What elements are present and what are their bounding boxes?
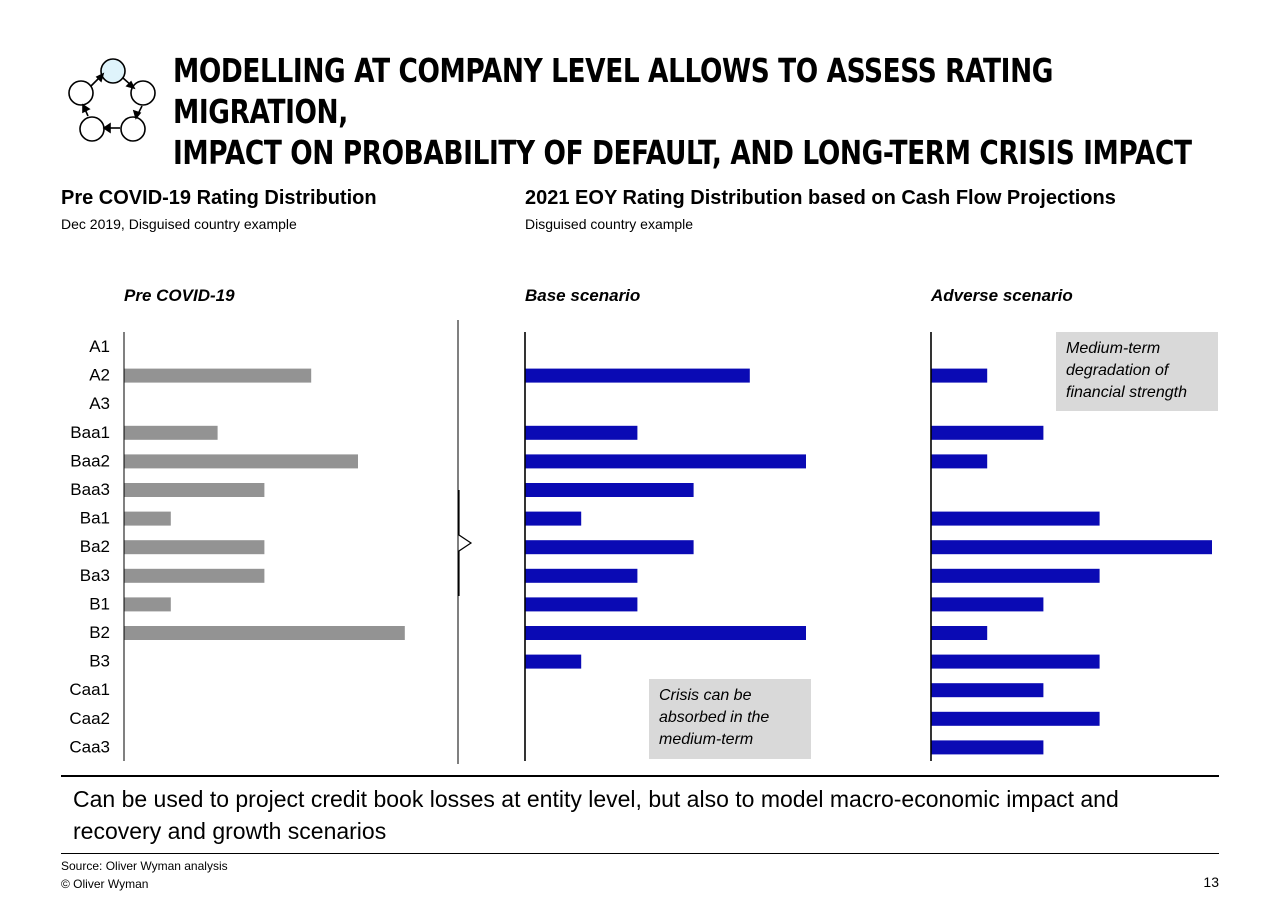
takeaway-text: Can be used to project credit book losse…	[73, 786, 1119, 844]
rating-tick-label: A2	[89, 366, 110, 385]
takeaway-top-rule	[61, 775, 1219, 777]
base-bar-baa1	[525, 425, 638, 440]
divider-chevron	[458, 490, 473, 596]
rating-tick-label: Caa3	[69, 737, 110, 756]
adverse-bar-caa1	[931, 683, 1044, 698]
rating-tick-label: Baa3	[70, 480, 110, 499]
adverse-bar-caa3	[931, 740, 1044, 755]
page-number: 13	[1203, 874, 1219, 890]
adverse-bar-caa2	[931, 711, 1100, 726]
pre-covid-panel-title: Pre COVID-19	[124, 286, 235, 305]
pre-covid-bar-baa1	[124, 425, 218, 440]
base-scenario-note: Crisis can be absorbed in the medium-ter…	[649, 679, 811, 759]
rating-tick-label: Ba1	[80, 509, 110, 528]
pre-covid-bar-ba2	[124, 540, 265, 555]
base-bar-b3	[525, 654, 582, 669]
title-line-1: MODELLING AT COMPANY LEVEL ALLOWS TO ASS…	[173, 51, 1054, 131]
pre-covid-bar-ba1	[124, 511, 171, 526]
rating-tick-label: B2	[89, 623, 110, 642]
pre-covid-bar-ba3	[124, 568, 265, 583]
base-bar-baa2	[525, 454, 806, 469]
base-bar-b1	[525, 597, 638, 612]
base-bar-ba1	[525, 511, 582, 526]
title-line-2: IMPACT ON PROBABILITY OF DEFAULT, AND LO…	[173, 133, 1192, 172]
adverse-bar-ba3	[931, 568, 1100, 583]
rating-tick-label: B3	[89, 652, 110, 671]
pre-covid-bar-b2	[124, 626, 405, 640]
source-text: Source: Oliver Wyman analysis	[61, 859, 228, 873]
adverse-bar-ba1	[931, 511, 1100, 526]
base-bar-b2	[525, 626, 806, 640]
base-panel-title: Base scenario	[525, 286, 641, 305]
copyright-text: © Oliver Wyman	[61, 877, 149, 891]
pre-covid-bar-b1	[124, 597, 171, 612]
adverse-panel-title: Adverse scenario	[931, 286, 1073, 305]
pre-covid-bar-a2	[124, 368, 312, 383]
pre-covid-bar-baa3	[124, 483, 265, 497]
footer-source: Source: Oliver Wyman analysis © Oliver W…	[61, 857, 228, 893]
rating-tick-label: Baa2	[70, 451, 110, 470]
base-bar-ba3	[525, 568, 638, 583]
adverse-bar-b3	[931, 654, 1100, 669]
process-cycle-icon	[68, 58, 156, 142]
left-section-title: Pre COVID-19 Rating Distribution	[61, 187, 377, 209]
rating-tick-label: Caa2	[69, 709, 110, 728]
pre-covid-bar-baa2	[124, 454, 358, 469]
adverse-bar-b2	[931, 626, 988, 640]
adverse-bar-ba2	[931, 540, 1212, 555]
right-section-title: 2021 EOY Rating Distribution based on Ca…	[525, 187, 1116, 209]
base-bar-baa3	[525, 483, 694, 497]
page-title: MODELLING AT COMPANY LEVEL ALLOWS TO ASS…	[173, 50, 1229, 173]
rating-tick-label: Baa1	[70, 423, 110, 442]
left-section-subtitle: Dec 2019, Disguised country example	[61, 216, 297, 232]
adverse-bar-b1	[931, 597, 1044, 612]
adverse-bar-baa2	[931, 454, 988, 469]
base-bar-ba2	[525, 540, 694, 555]
right-section-subtitle: Disguised country example	[525, 216, 694, 232]
rating-tick-label: B1	[89, 594, 110, 613]
adverse-scenario-note: Medium-term degradation of financial str…	[1056, 332, 1218, 411]
adverse-bar-a2	[931, 368, 988, 383]
rating-tick-label: Ba2	[80, 537, 110, 556]
adverse-bar-baa1	[931, 425, 1044, 440]
rating-tick-label: Caa1	[69, 680, 110, 699]
takeaway-bottom-rule	[61, 853, 1219, 854]
rating-tick-label: Ba3	[80, 566, 110, 585]
base-bar-a2	[525, 368, 750, 383]
rating-tick-label: A1	[89, 337, 110, 356]
rating-tick-label: A3	[89, 394, 110, 413]
